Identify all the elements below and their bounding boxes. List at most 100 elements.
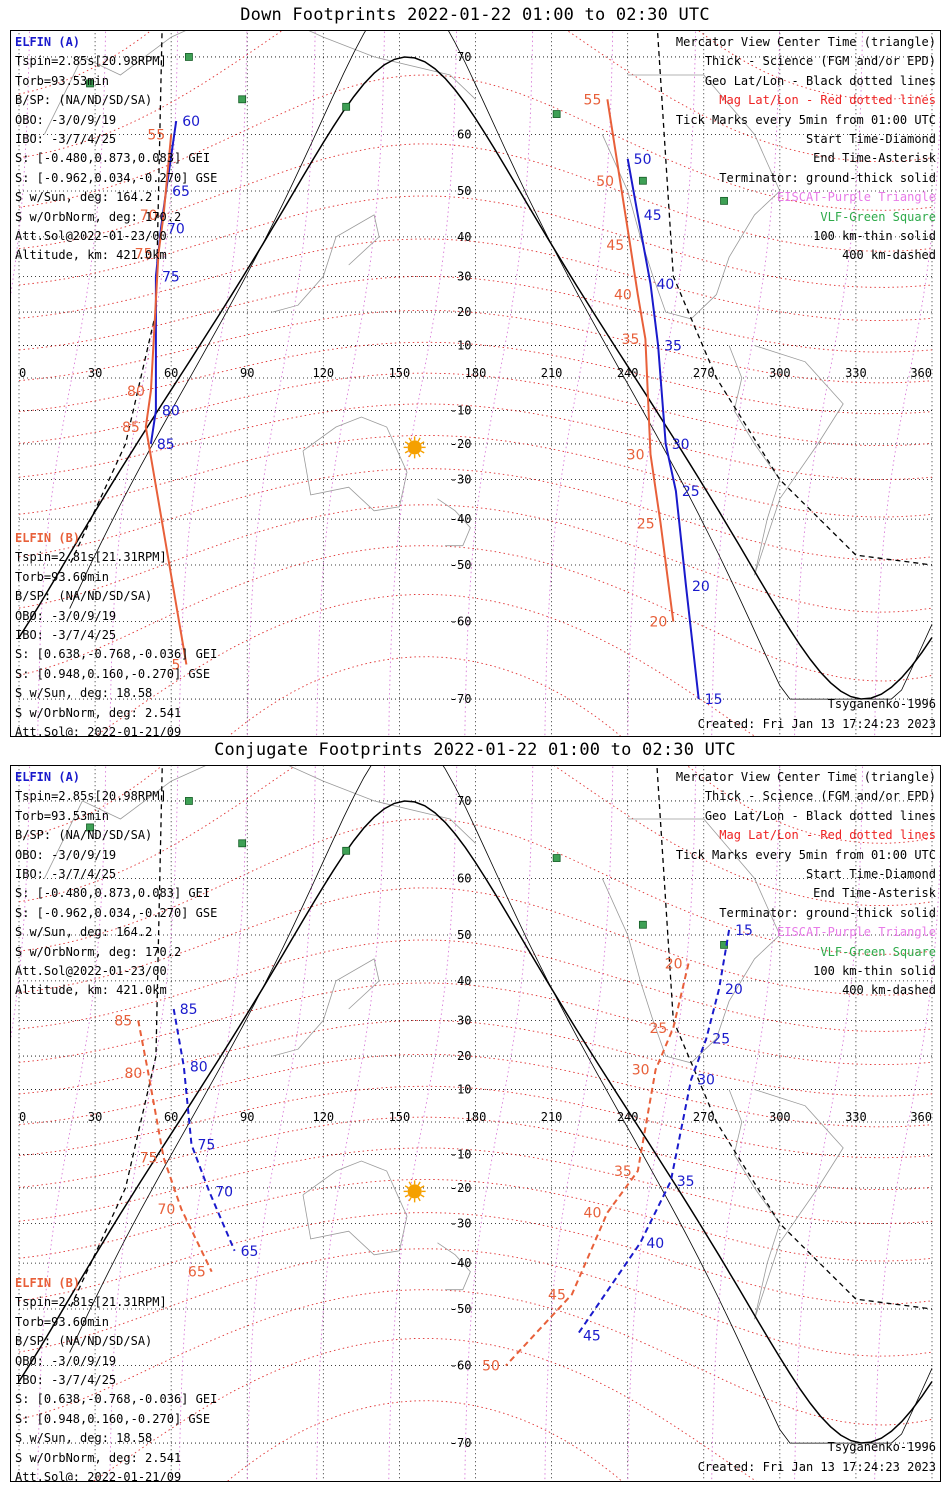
track-tick-label: 30 xyxy=(632,1063,650,1079)
track-tick-label: 50 xyxy=(596,174,614,190)
legend-item: VLF-Green Square xyxy=(820,944,936,959)
elfin-b-info-line: OBO: -3/0/9/19 xyxy=(15,608,117,623)
track-tick-label: 35 xyxy=(664,339,682,355)
track-tick-label: 60 xyxy=(182,114,200,130)
coastline xyxy=(437,1242,471,1291)
track-tick-label: 45 xyxy=(644,208,662,224)
lon-tick-label: 90 xyxy=(240,366,254,380)
track-tick-label: 85 xyxy=(157,437,175,453)
elfin-b-info-line: S: [0.948,0.160,-0.270] GSE xyxy=(15,1411,211,1426)
lat-tick-label: 30 xyxy=(457,269,471,283)
mag-lat-line xyxy=(18,309,933,384)
model-label: Tsyganenko-1996 xyxy=(827,697,936,711)
elfin-a-info-line: Att.Sol@2022-01-23/00 xyxy=(15,964,167,979)
vlf-station-marker xyxy=(86,823,94,832)
elfin-a-info-line: S: [-0.962,0.034,-0.270] GSE xyxy=(15,905,218,920)
coastline xyxy=(437,498,471,547)
legend-item: EISCAT-Purple Triangle xyxy=(777,190,936,205)
mag-lon-line xyxy=(246,31,316,736)
track-elfin-a xyxy=(172,1008,236,1252)
lon-tick-label: 300 xyxy=(769,1110,791,1124)
sun-ray xyxy=(404,1194,409,1198)
track-tick-label: 45 xyxy=(606,238,624,254)
elfin-a-label: ELFIN (A) xyxy=(15,35,81,49)
created-label: Created: Fri Jan 13 17:24:23 2023 xyxy=(697,717,936,731)
lat-tick-label: 70 xyxy=(457,50,471,64)
lat-tick-label: -70 xyxy=(450,1436,472,1450)
elfin-a-info-line: OBO: -3/0/9/19 xyxy=(15,847,117,862)
lon-tick-label: 30 xyxy=(88,1110,102,1124)
mag-lat-line xyxy=(18,766,933,907)
elfin-a-info-line: OBO: -3/0/9/19 xyxy=(15,112,117,127)
created-label: Created: Fri Jan 13 17:24:23 2023 xyxy=(697,1460,936,1474)
track-tick-label: 50 xyxy=(634,152,652,168)
mag-lat-line xyxy=(18,74,933,211)
elfin-a-info-line: S: [-0.480,0.873,0.083] GEI xyxy=(15,886,211,901)
track-tick-label: 25 xyxy=(712,1032,730,1048)
lat-tick-label: 20 xyxy=(457,305,471,319)
track-tick-label: 35 xyxy=(622,332,640,348)
sun-ray xyxy=(417,1197,421,1202)
legend-item: 400 km-dashed xyxy=(842,248,936,263)
lon-tick-label: 270 xyxy=(693,366,715,380)
lon-tick-label: 0 xyxy=(19,366,26,380)
elfin-a-info-line: S w/Sun, deg: 164.2 xyxy=(15,925,153,940)
lon-tick-label: 330 xyxy=(845,1110,867,1124)
elfin-b-info-line: S: [0.948,0.160,-0.270] GSE xyxy=(15,666,211,681)
lon-tick-label: 270 xyxy=(693,1110,715,1124)
lon-tick-label: 90 xyxy=(240,1110,254,1124)
lon-tick-label: 120 xyxy=(312,1110,334,1124)
lat-tick-label: 60 xyxy=(457,127,471,141)
elfin-b-info-line: S w/OrbNorm, deg: 2.541 xyxy=(15,705,182,720)
vlf-station-marker xyxy=(638,920,647,929)
track-tick-label: 25 xyxy=(682,484,700,500)
coastline xyxy=(728,1089,844,1320)
track-tick-label: 30 xyxy=(672,437,690,453)
legend-item: Mag Lat/Lon - Red dotted lines xyxy=(719,93,936,108)
elfin-b-info-line: Att.Sol@: 2022-01-21/09 xyxy=(15,1470,182,1482)
terminator-100km xyxy=(69,31,933,700)
track-tick-label: 35 xyxy=(614,1164,632,1180)
vlf-station-marker xyxy=(185,797,193,805)
mag-lat-line xyxy=(18,372,933,447)
sun-ray xyxy=(420,1194,425,1198)
lat-tick-label: 10 xyxy=(457,1083,471,1097)
elfin-b-info-line: IBO: -3/7/4/25 xyxy=(15,1373,117,1388)
elfin-b-info-line: Tspin=2.81s[21.31RPM] xyxy=(15,1295,167,1310)
track-tick-label: 75 xyxy=(162,269,180,285)
lon-tick-label: 210 xyxy=(541,366,563,380)
track-tick-label: 65 xyxy=(241,1244,259,1260)
track-tick-label: 50 xyxy=(482,1359,500,1375)
legend-item: 100 km-thin solid xyxy=(813,964,936,979)
legend-item: VLF-Green Square xyxy=(820,209,936,224)
mag-lat-line xyxy=(18,818,933,955)
sun-ray xyxy=(417,437,421,442)
lon-tick-label: 240 xyxy=(617,1110,639,1124)
track-tick-label: 65 xyxy=(172,184,190,200)
track-tick-label: 15 xyxy=(735,923,753,939)
sun-ray xyxy=(420,1185,425,1189)
elfin-a-info-line: S: [-0.480,0.873,0.083] GEI xyxy=(15,151,211,166)
sun-ray xyxy=(420,450,425,454)
lat-tick-label: -30 xyxy=(450,1217,472,1231)
elfin-a-info-line: S w/OrbNorm, deg: 170.2 xyxy=(15,209,182,224)
lat-tick-label: 40 xyxy=(457,230,471,244)
sun-ray xyxy=(408,1181,412,1186)
elfin-b-info-line: Torb=93.60min xyxy=(15,1314,109,1329)
mag-lat-line xyxy=(18,1289,933,1426)
elfin-b-info-line: OBO: -3/0/9/19 xyxy=(15,1353,117,1368)
panel-title-conjugate: Conjugate Footprints 2022-01-22 01:00 to… xyxy=(214,740,736,760)
sun-disk xyxy=(407,1184,422,1199)
mag-lat-line xyxy=(18,1053,933,1128)
lat-tick-label: -20 xyxy=(450,437,472,451)
legend-item: Tick Marks every 5min from 01:00 UTC xyxy=(675,112,936,127)
elfin-a-info-line: Altitude, km: 421.0km xyxy=(15,248,167,263)
track-tick-label: 25 xyxy=(649,1021,667,1037)
track-tick-label: 55 xyxy=(147,127,165,143)
coastline xyxy=(302,1160,408,1256)
map-layer: 0 30 60 90 120 150 180 210 240 270 300 330 360 70 60 50… xyxy=(11,766,940,1481)
elfin-a-info-line: Altitude, km: 421.0km xyxy=(15,983,167,998)
elfin-a-info-line: IBO: -3/7/4/25 xyxy=(15,132,117,147)
elfin-a-info-line: S w/Sun, deg: 164.2 xyxy=(15,190,153,205)
terminator-400km xyxy=(69,31,163,566)
